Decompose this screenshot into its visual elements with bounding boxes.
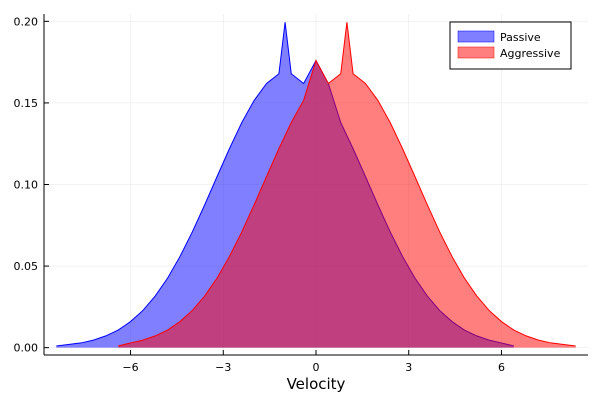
y-tick-label-4: 0.20	[14, 15, 39, 28]
x-tick-label-2: 0	[313, 361, 320, 374]
legend-swatch-aggressive	[457, 46, 495, 59]
legend-swatch-passive	[457, 30, 495, 43]
aggressive-area	[118, 22, 576, 348]
legend-label-passive: Passive	[500, 31, 541, 44]
x-axis-title: Velocity	[287, 375, 346, 393]
y-tick-label-3: 0.15	[14, 97, 39, 110]
aggressive-line	[118, 22, 576, 347]
x-tick-label-4: 6	[498, 361, 505, 374]
y-tick-label-2: 0.10	[14, 179, 39, 192]
series-areas	[56, 22, 576, 348]
x-ticks: −6 −3 0 3 6	[122, 350, 505, 374]
x-tick-label-3: 3	[405, 361, 412, 374]
legend: Passive Aggressive	[449, 21, 572, 70]
y-tick-label-0: 0.00	[14, 342, 39, 355]
legend-box	[449, 21, 572, 70]
y-ticks: 0.00 0.05 0.10 0.15 0.20	[14, 15, 49, 355]
y-tick-label-1: 0.05	[14, 260, 39, 273]
legend-label-aggressive: Aggressive	[500, 47, 561, 60]
x-tick-label-1: −3	[215, 361, 231, 374]
x-tick-label-0: −6	[122, 361, 138, 374]
